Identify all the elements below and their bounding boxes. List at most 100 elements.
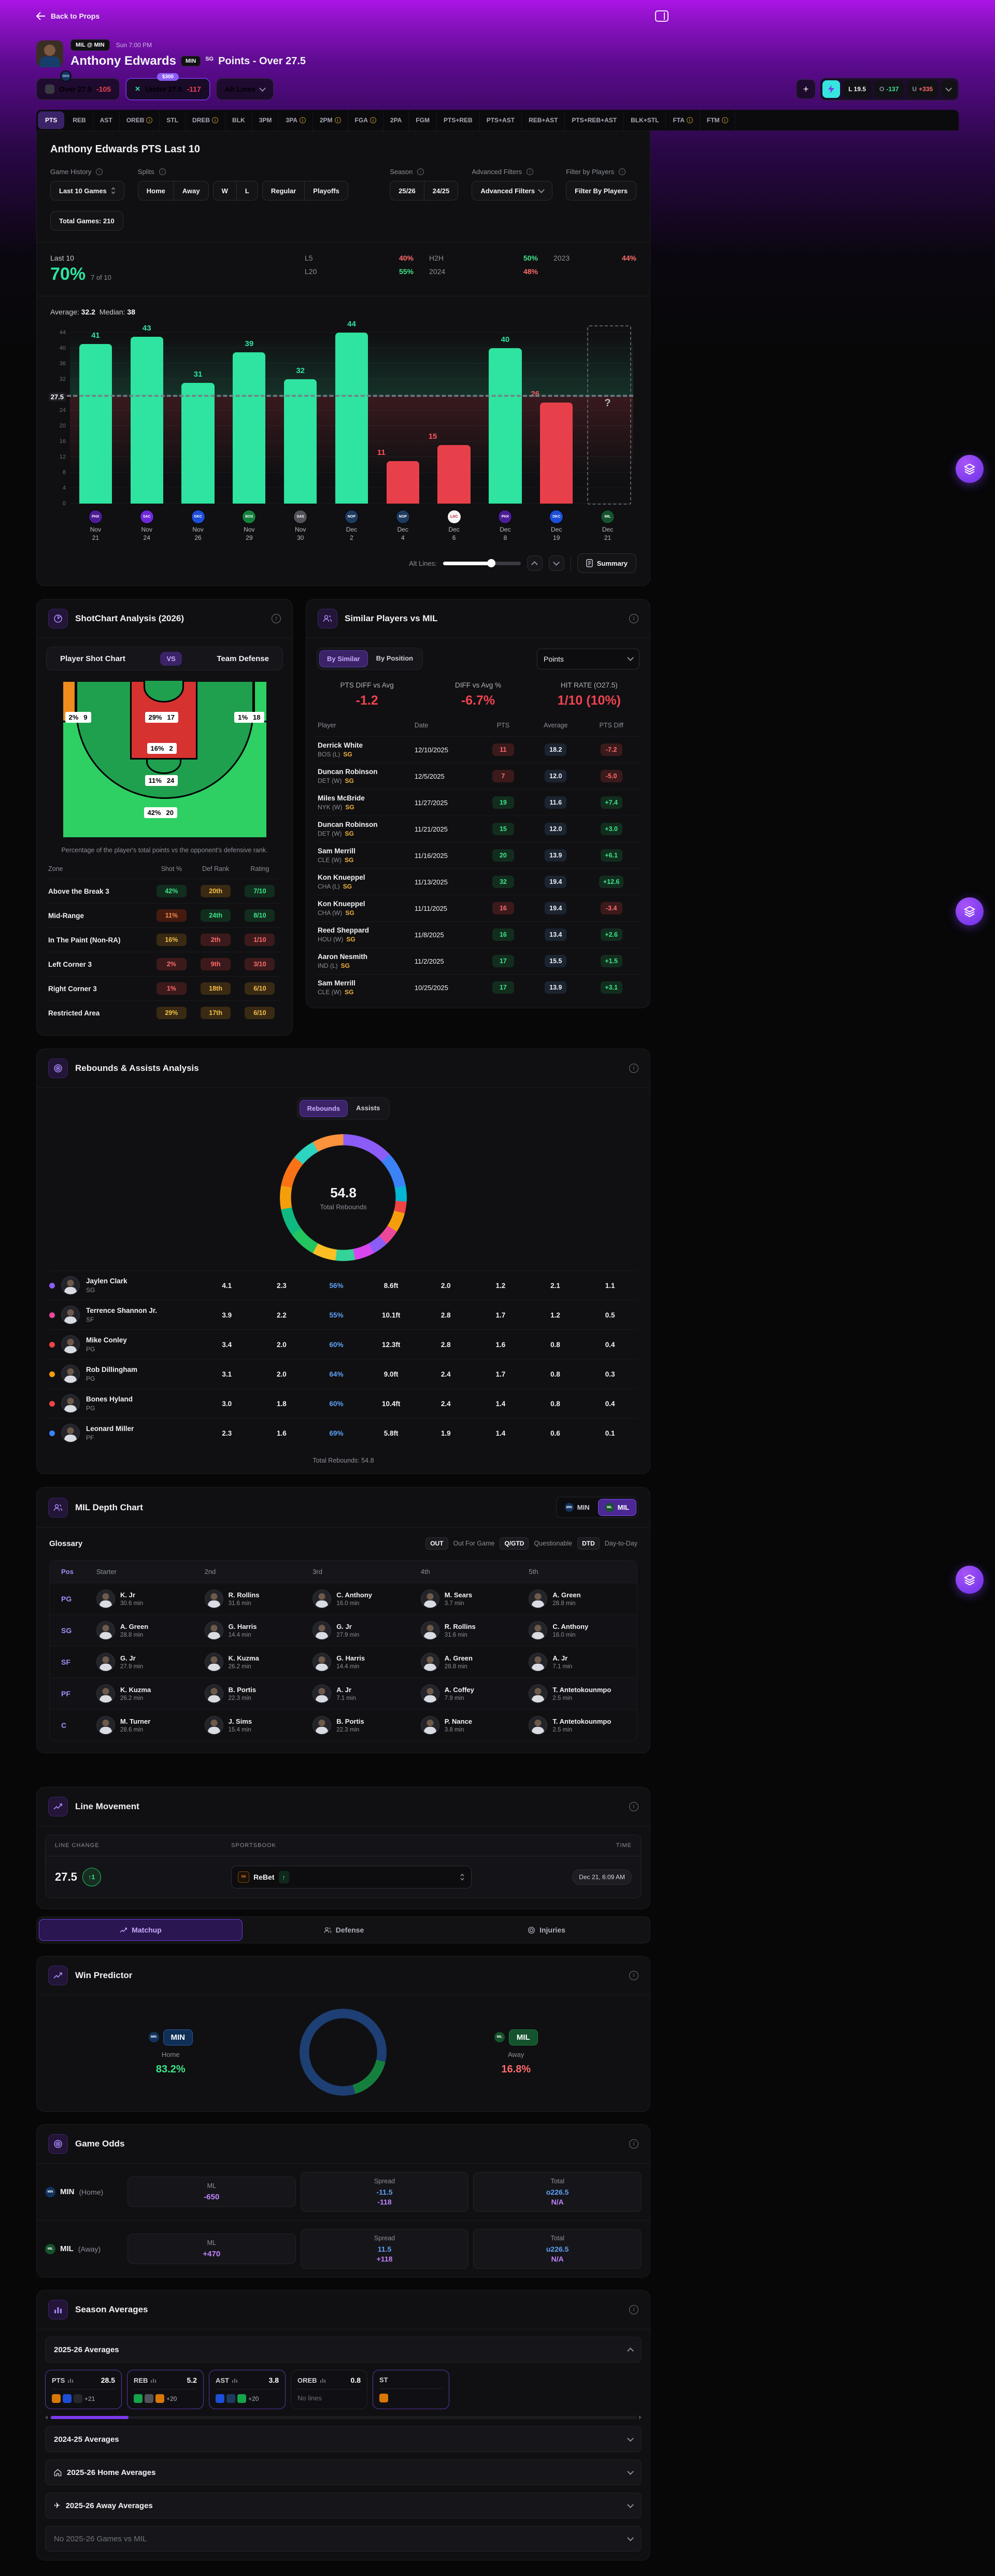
game-history-select[interactable]: Last 10 Games [50,181,124,201]
add-button[interactable]: + [796,79,816,99]
odds-expand-chevron-icon[interactable] [941,80,956,98]
tab-defense[interactable]: Defense [243,1919,445,1941]
section-2025-26-averages[interactable]: 2025-26 Averages [45,2337,642,2363]
line-down-button[interactable] [548,555,564,571]
sidebar-toggle-icon[interactable] [655,10,669,22]
under-odds-chip[interactable]: U +335 [907,80,938,98]
info-icon[interactable]: i [527,168,534,175]
section-home-averages[interactable]: 2025-26 Home Averages [45,2459,642,2485]
bar-game-3[interactable]: 31 [173,333,224,504]
by-similar-tab[interactable]: By Similar [319,650,368,667]
ml-odds-button[interactable]: ML +470 [127,2234,296,2264]
layers-fab-button[interactable] [956,1566,984,1594]
slider-thumb[interactable] [487,559,495,567]
bar-game-6[interactable]: 44 [326,320,377,504]
toggle-mil[interactable]: MIL MIL [598,1499,636,1516]
spread-odds-button[interactable]: Spread 11.5 +118 [300,2229,469,2269]
tab-injuries[interactable]: Injuries [445,1919,648,1941]
bar-upcoming-game[interactable]: ? [582,325,633,505]
info-icon[interactable]: i [629,2139,638,2149]
section-vs-mil[interactable]: No 2025-26 Games vs MIL [45,2526,642,2552]
spread-odds-button[interactable]: Spread -11.5 -118 [300,2172,469,2212]
tab-oreb[interactable]: OREB i [120,110,160,131]
advanced-filters-select[interactable]: Advanced Filters [472,181,553,201]
tab-blk[interactable]: BLK [225,110,252,131]
info-icon[interactable]: i [629,2305,638,2314]
tab-ast[interactable]: AST [93,110,120,131]
layers-fab-button[interactable] [956,455,984,483]
avg-card-pts[interactable]: PTS 28.5 +21 [45,2370,122,2409]
tab-2pa[interactable]: 2PA [383,110,409,131]
tab-blk-stl[interactable]: BLK+STL [624,110,666,131]
line-chip[interactable]: L 19.5 [843,80,871,98]
filter-players-button[interactable]: Filter By Players [566,181,636,201]
back-link[interactable]: Back to Props [51,12,100,20]
tab-fta[interactable]: FTA i [666,110,700,131]
bar-game-8[interactable]: 15 [429,333,480,504]
tab-pts-reb-ast[interactable]: PTS+REB+AST [565,110,624,131]
season-2526-button[interactable]: 25/26 [390,181,424,201]
over-odds-chip[interactable]: O -137 [874,80,904,98]
under-bet-button[interactable]: $300 ✕ Under 27.5 -117 [126,73,210,100]
bar-game-10[interactable]: 26 [531,333,582,504]
avg-card-reb[interactable]: REB 5.2 +20 [127,2370,204,2409]
info-icon[interactable]: i [96,168,103,175]
bar-game-2[interactable]: 43 [121,324,173,504]
ml-odds-button[interactable]: ML -650 [127,2177,296,2207]
split-win-button[interactable]: W [212,181,236,201]
info-icon[interactable]: i [159,168,166,175]
rebounds-tab[interactable]: Rebounds [299,1100,348,1117]
assists-tab[interactable]: Assists [356,1104,380,1112]
scrollbar-thumb[interactable] [51,2415,129,2419]
alt-lines-slider[interactable] [443,559,521,567]
bar-game-7[interactable]: 11 [377,333,429,504]
vs-badge[interactable]: VS [160,651,182,666]
bar-game-5[interactable]: 32 [275,333,326,504]
toggle-min[interactable]: MIN MIN [558,1499,596,1516]
alt-lines-button[interactable]: Alt Lines [216,78,274,100]
info-icon[interactable]: i [629,1971,638,1980]
tab-reb-ast[interactable]: REB+AST [522,110,565,131]
split-away-button[interactable]: Away [173,181,209,201]
horizontal-scrollbar[interactable] [45,2415,642,2420]
tab-ftm[interactable]: FTM i [700,110,735,131]
back-arrow-icon[interactable] [36,12,46,20]
info-icon[interactable]: i [272,614,281,623]
tab-fga[interactable]: FGA i [348,110,383,131]
tab-matchup[interactable]: Matchup [39,1919,243,1941]
split-loss-button[interactable]: L [236,181,258,201]
split-home-button[interactable]: Home [137,181,174,201]
split-regular-button[interactable]: Regular [262,181,305,201]
split-playoffs-button[interactable]: Playoffs [304,181,348,201]
tab-pts[interactable]: PTS [38,111,65,129]
info-icon[interactable]: i [629,1064,638,1073]
tab-pts-ast[interactable]: PTS+AST [480,110,522,131]
tab-2pm[interactable]: 2PM i [313,110,348,131]
player-shot-chart-tab[interactable]: Player Shot Chart [60,654,125,663]
info-icon[interactable]: i [417,168,424,175]
avg-card-stl[interactable]: ST [373,2370,449,2409]
sportsbook-select[interactable]: RB ReBet ↑ [231,1866,472,1888]
info-icon[interactable]: i [619,168,626,175]
bar-game-4[interactable]: 39 [223,333,275,504]
total-odds-button[interactable]: Total o226.5 N/A [473,2172,642,2212]
info-icon[interactable]: i [629,614,638,623]
line-up-button[interactable] [527,555,543,571]
info-icon[interactable]: i [629,1802,638,1811]
avg-card-ast[interactable]: AST 3.8 +20 [209,2370,286,2409]
lightning-icon[interactable] [822,80,841,98]
total-odds-button[interactable]: Total u226.5 N/A [473,2229,642,2269]
tab-3pa[interactable]: 3PA i [279,110,313,131]
tab-reb[interactable]: REB [66,110,93,131]
metric-select[interactable]: Points [537,648,639,669]
tab-fgm[interactable]: FGM [409,110,437,131]
by-position-tab[interactable]: By Position [376,654,414,662]
summary-button[interactable]: Summary [577,553,636,573]
section-away-averages[interactable]: ✈ 2025-26 Away Averages [45,2493,642,2518]
over-bet-button[interactable]: Over 27.5 -105 [36,78,120,100]
bar-game-9[interactable]: 40 [480,333,531,504]
total-games-chip[interactable]: Total Games: 210 [50,211,123,231]
team-defense-tab[interactable]: Team Defense [217,654,269,663]
layers-fab-button[interactable] [956,897,984,925]
tab-pts-reb[interactable]: PTS+REB [437,110,480,131]
